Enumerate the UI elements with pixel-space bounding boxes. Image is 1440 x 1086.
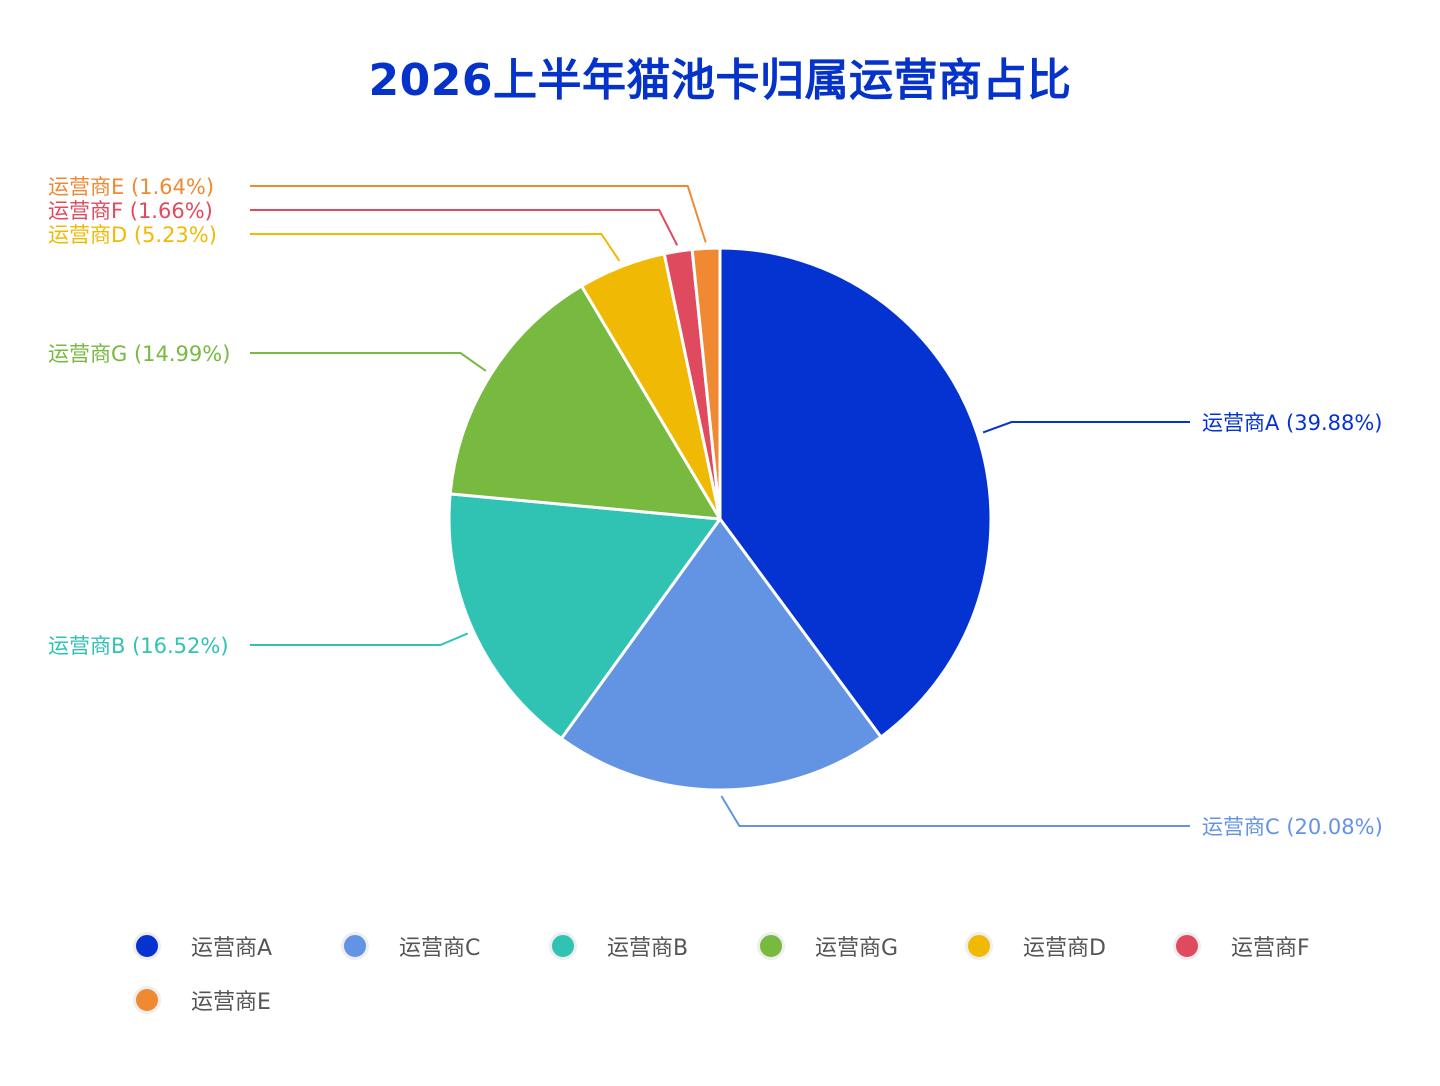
legend-marker-icon xyxy=(1173,932,1201,960)
legend-marker-icon xyxy=(757,932,785,960)
leader-line-f xyxy=(250,209,679,246)
legend-marker-icon xyxy=(549,932,577,960)
slice-label-d: 运营商D (5.23%) xyxy=(48,223,217,247)
legend-item-f[interactable]: 运营商F xyxy=(1170,928,1378,964)
leader-line-b xyxy=(250,632,469,646)
legend-marker-icon xyxy=(341,932,369,960)
pie-slice-b[interactable] xyxy=(447,492,722,741)
pie-slices xyxy=(447,246,993,792)
legend-item-e[interactable]: 运营商E xyxy=(130,982,338,1018)
slice-label-e: 运营商E (1.64%) xyxy=(48,175,214,199)
legend-item-g[interactable]: 运营商G xyxy=(754,928,962,964)
leader-line-e xyxy=(250,185,707,243)
pie-slice-a[interactable] xyxy=(718,246,993,739)
legend-marker-icon xyxy=(133,932,161,960)
slice-label-f: 运营商F (1.66%) xyxy=(48,199,213,223)
legend-item-c[interactable]: 运营商C xyxy=(338,928,546,964)
leader-line-d xyxy=(250,233,621,262)
legend-label: 运营商A xyxy=(191,936,273,961)
pie-slice-c[interactable] xyxy=(559,517,883,792)
legend-item-d[interactable]: 运营商D xyxy=(962,928,1170,964)
slice-label-b: 运营商B (16.52%) xyxy=(48,634,229,658)
legend-label: 运营商B xyxy=(607,936,689,961)
legend-label: 运营商G xyxy=(815,936,899,961)
leader-line-a xyxy=(982,421,1190,434)
pie-slice-g[interactable] xyxy=(448,284,722,521)
legend-marker-icon xyxy=(965,932,993,960)
legend-label: 运营商D xyxy=(1023,936,1106,961)
legend-label: 运营商F xyxy=(1231,936,1310,961)
leader-line-g xyxy=(250,352,487,372)
slice-label-c: 运营商C (20.08%) xyxy=(1202,815,1383,839)
legend-item-a[interactable]: 运营商A xyxy=(130,928,338,964)
legend-marker-icon xyxy=(133,986,161,1014)
legend-label: 运营商E xyxy=(191,990,271,1015)
legend: 运营商A 运营商C 运营商B 运营商G 运营商D 运营商F 运营商E xyxy=(130,928,1390,1018)
pie-slice-e[interactable] xyxy=(690,246,722,521)
leader-line-c xyxy=(720,795,1190,827)
slice-label-g: 运营商G (14.99%) xyxy=(48,342,230,366)
leader-lines xyxy=(250,185,1190,827)
legend-item-b[interactable]: 运营商B xyxy=(546,928,754,964)
legend-label: 运营商C xyxy=(399,936,481,961)
chart-title: 2026上半年猫池卡归属运营商占比 xyxy=(368,55,1072,106)
slice-labels: 运营商A (39.88%) 运营商C (20.08%) 运营商B (16.52%) 运… xyxy=(48,175,1383,839)
slice-label-a: 运营商A (39.88%) xyxy=(1202,411,1383,435)
